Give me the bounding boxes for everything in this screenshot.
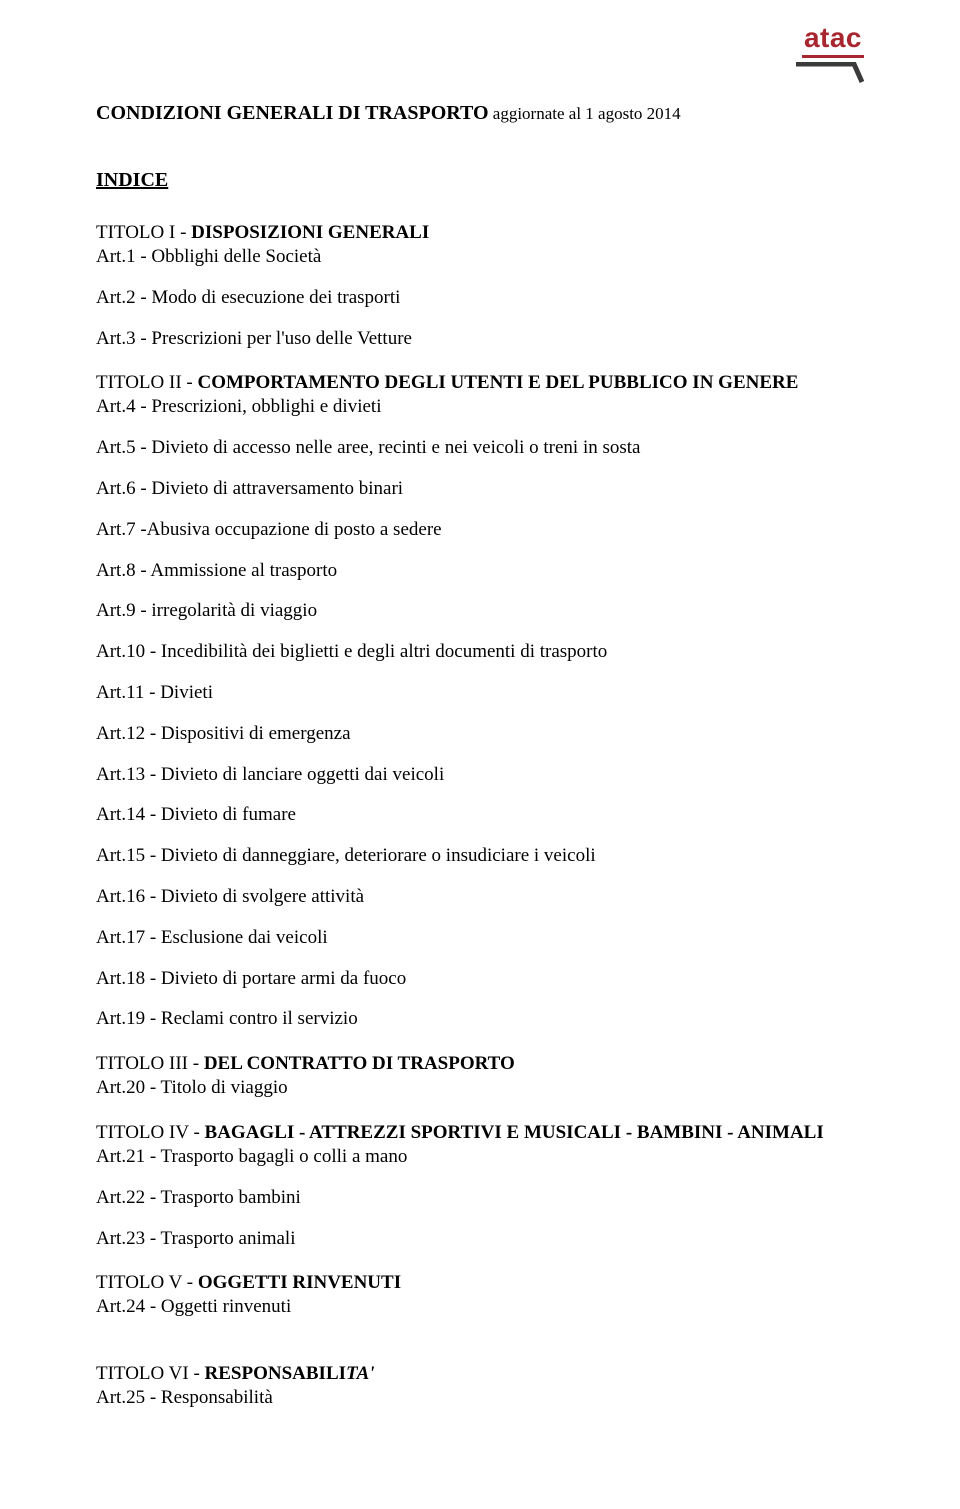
toc-item: Art.7 -Abusiva occupazione di posto a se… [96,519,864,542]
section-heading-2: TITOLO II - COMPORTAMENTO DEGLI UTENTI E… [96,372,864,394]
section-4-items: Art.21 - Trasporto bagagli o colli a man… [96,1146,864,1250]
toc-item: Art.13 - Divieto di lanciare oggetti dai… [96,764,864,787]
toc-item: Art.5 - Divieto di accesso nelle aree, r… [96,437,864,460]
toc-item: Art.22 - Trasporto bambini [96,1187,864,1210]
section-prefix: TITOLO V - [96,1272,198,1293]
section-prefix: TITOLO III - [96,1053,204,1074]
toc-item: Art.25 - Responsabilità [96,1387,864,1410]
toc-item: Art.2 - Modo di esecuzione dei trasporti [96,287,864,310]
section-title: DISPOSIZIONI GENERALI [191,222,429,243]
toc-item: Art.11 - Divieti [96,682,864,705]
section-title: DEL CONTRATTO DI TRASPORTO [204,1053,515,1074]
toc-item: Art.23 - Trasporto animali [96,1228,864,1251]
section-prefix: TITOLO I - [96,222,191,243]
section-3-items: Art.20 - Titolo di viaggio [96,1077,864,1100]
toc-item: Art.15 - Divieto di danneggiare, deterio… [96,845,864,868]
section-heading-1: TITOLO I - DISPOSIZIONI GENERALI [96,222,864,244]
section-2-items: Art.4 - Prescrizioni, obblighi e divieti… [96,396,864,1031]
toc-item: Art.8 - Ammissione al trasporto [96,560,864,583]
section-title-part1: RESPONSABILI [205,1363,347,1384]
toc-item: Art.20 - Titolo di viaggio [96,1077,864,1100]
toc-item: Art.10 - Incedibilità dei biglietti e de… [96,641,864,664]
document-title: CONDIZIONI GENERALI DI TRASPORTO aggiorn… [96,102,864,125]
section-title-part2: TA' [346,1363,375,1384]
toc-item: Art.24 - Oggetti rinvenuti [96,1296,864,1319]
section-prefix: TITOLO VI - [96,1363,205,1384]
toc-item: Art.16 - Divieto di svolgere attività [96,886,864,909]
toc-item: Art.9 - irregolarità di viaggio [96,600,864,623]
page: atac CONDIZIONI GENERALI DI TRASPORTO ag… [0,0,960,1509]
section-title: COMPORTAMENTO DEGLI UTENTI E DEL PUBBLIC… [197,372,798,393]
toc-item: Art.18 - Divieto di portare armi da fuoc… [96,968,864,991]
toc-item: Art.19 - Reclami contro il servizio [96,1008,864,1031]
section-title: OGGETTI RINVENUTI [198,1272,401,1293]
toc-item: Art.21 - Trasporto bagagli o colli a man… [96,1146,864,1169]
document-title-main: CONDIZIONI GENERALI DI TRASPORTO [96,102,489,124]
section-heading-5: TITOLO V - OGGETTI RINVENUTI [96,1272,864,1294]
indice-heading: INDICE [96,169,864,192]
toc-item: Art.14 - Divieto di fumare [96,804,864,827]
toc-item: Art.1 - Obblighi delle Società [96,246,864,269]
logo-text: atac [802,24,864,58]
atac-logo: atac [774,24,864,84]
toc-item: Art.17 - Esclusione dai veicoli [96,927,864,950]
section-heading-4: TITOLO IV - BAGAGLI - ATTREZZI SPORTIVI … [96,1122,864,1144]
section-title: BAGAGLI - ATTREZZI SPORTIVI E MUSICALI -… [205,1122,824,1143]
toc-item: Art.6 - Divieto di attraversamento binar… [96,478,864,501]
section-1-items: Art.1 - Obblighi delle Società Art.2 - M… [96,246,864,350]
toc-item: Art.4 - Prescrizioni, obblighi e divieti [96,396,864,419]
section-prefix: TITOLO IV - [96,1122,205,1143]
section-prefix: TITOLO II - [96,372,197,393]
document-title-sub: aggiornate al 1 agosto 2014 [489,104,681,123]
section-6-items: Art.25 - Responsabilità [96,1387,864,1410]
logo-swoosh-icon [774,62,864,84]
section-heading-6: TITOLO VI - RESPONSABILITA' [96,1363,864,1385]
toc-item: Art.12 - Dispositivi di emergenza [96,723,864,746]
section-heading-3: TITOLO III - DEL CONTRATTO DI TRASPORTO [96,1053,864,1075]
toc-item: Art.3 - Prescrizioni per l'uso delle Vet… [96,328,864,351]
section-5-items: Art.24 - Oggetti rinvenuti [96,1296,864,1319]
